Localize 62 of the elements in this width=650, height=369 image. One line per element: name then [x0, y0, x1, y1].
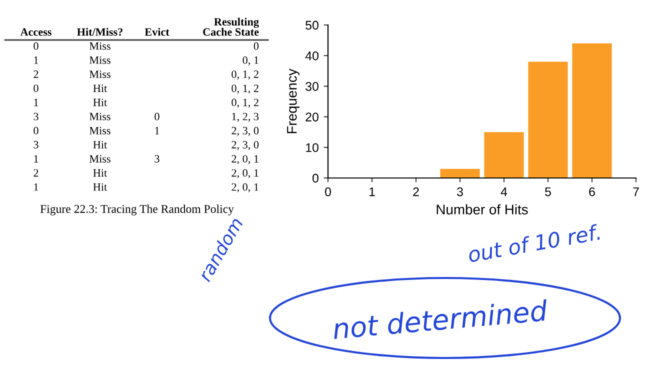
x-tick-label: 3 [457, 187, 463, 196]
text: Hit/Miss? [77, 28, 122, 36]
text: 3 [154, 155, 160, 163]
text: 0 [154, 112, 160, 120]
y-tick-label: 0 [312, 174, 318, 183]
text: Miss [90, 155, 110, 163]
x-tick-label: 4 [500, 187, 508, 196]
x-tick-label: 6 [589, 187, 595, 196]
text: 1 [155, 126, 160, 134]
text: Hit [93, 84, 108, 92]
text: 2, 3, 0 [232, 126, 259, 136]
y-tick-label: 40 [305, 51, 318, 60]
y-tick-label: 10 [306, 143, 318, 152]
bar [484, 132, 524, 178]
text: 1, 2, 3 [232, 112, 259, 122]
text: Miss [90, 112, 110, 120]
text: 0, 1 [242, 56, 258, 66]
text: Hit [93, 169, 108, 177]
text: 0 [34, 42, 38, 50]
text: 1 [34, 56, 38, 64]
x-tick-label: 5 [545, 187, 551, 196]
text: 2, 3, 0 [232, 140, 259, 150]
text: 2, 0, 1 [232, 183, 258, 192]
text: Hit [93, 141, 108, 148]
x-tick-label: 2 [413, 187, 419, 196]
text: 0 [254, 42, 259, 50]
text: Access [20, 28, 52, 36]
text: Miss [90, 42, 110, 50]
x-tick-label: 1 [369, 187, 375, 196]
text: 1 [34, 155, 38, 162]
text: 2 [34, 169, 38, 177]
text: 0, 1, 2 [232, 98, 258, 108]
y-tick-label: 30 [306, 82, 318, 91]
text: Miss [90, 56, 110, 64]
text: 3 [34, 112, 38, 120]
y-tick-label: 50 [306, 20, 318, 30]
bar [440, 168, 480, 178]
y-tick-label: 20 [306, 112, 318, 122]
text: Resulting Cache State [203, 18, 259, 36]
text: out of 10 ref. [467, 224, 600, 263]
text: 0, 1, 2 [232, 70, 258, 80]
text: Evict [144, 28, 170, 36]
text: 2, 0, 1 [232, 155, 258, 164]
x-tick-label: 0 [325, 187, 331, 196]
text: Miss [90, 126, 110, 134]
bar [572, 43, 612, 178]
text: Miss [90, 70, 110, 78]
text: 2 [34, 70, 38, 78]
text: Hit [93, 183, 108, 191]
text: 2, 0, 1 [232, 169, 258, 178]
x-axis-title: Number of Hits [436, 204, 528, 214]
text: 0 [34, 126, 38, 134]
text: 0 [34, 84, 38, 92]
y-axis-title: Frequency [287, 68, 300, 134]
text: Hit [93, 98, 108, 106]
x-tick-label: 7 [633, 187, 639, 196]
text: 1 [34, 98, 38, 106]
text: not determined [332, 299, 548, 340]
bar [528, 62, 568, 178]
text: Figure 22.3: Tracing The Random Policy [40, 204, 234, 216]
text: 0, 1, 2 [232, 84, 258, 94]
text: 3 [34, 141, 38, 148]
